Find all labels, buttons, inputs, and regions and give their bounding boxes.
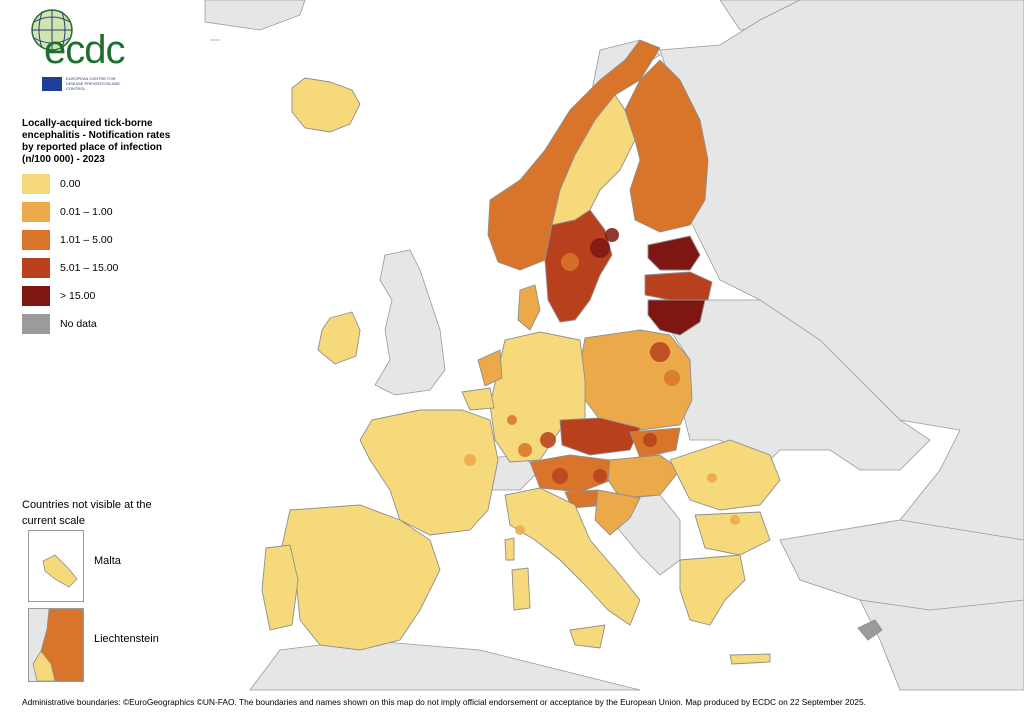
legend-label: No data <box>60 318 97 330</box>
footer-disclaimer: Administrative boundaries: ©EuroGeograph… <box>22 697 866 707</box>
greece <box>679 554 746 626</box>
legend-label: 0.00 <box>60 178 81 190</box>
legend-swatch <box>22 286 50 306</box>
romania <box>669 439 781 511</box>
malta-label: Malta <box>94 555 121 567</box>
region-patch <box>515 525 525 535</box>
russia-east <box>659 0 1024 691</box>
legend-label: > 15.00 <box>60 290 96 302</box>
logo-wordmark: ecdc <box>44 28 125 72</box>
liechtenstein-label: Liechtenstein <box>94 633 159 645</box>
legend-item: 1.01 – 5.00 <box>22 226 172 254</box>
region-patch <box>552 468 568 484</box>
legend-item: 5.01 – 15.00 <box>22 254 172 282</box>
legend-swatch <box>22 174 50 194</box>
legend-item: 0.00 <box>22 170 172 198</box>
belgium <box>461 387 495 411</box>
logo-subtitle: EUROPEAN CENTRE FOR DISEASE PREVENTION A… <box>66 76 120 91</box>
region-patch <box>464 454 476 466</box>
corsica <box>504 537 515 561</box>
region-patch <box>605 228 619 242</box>
estonia <box>647 235 701 271</box>
malta-shape <box>42 554 78 588</box>
ireland <box>317 311 361 365</box>
north-africa <box>249 639 641 691</box>
crete <box>729 653 771 665</box>
turkey <box>779 519 1024 611</box>
sicily <box>569 624 606 649</box>
denmark <box>517 284 541 331</box>
region-patch <box>707 473 717 483</box>
region-patch <box>507 415 517 425</box>
ecdc-logo <box>31 9 73 51</box>
legend-swatch <box>22 314 50 334</box>
legend-item: 0.01 – 1.00 <box>22 198 172 226</box>
legend-title: Locally-acquired tick-borne encephalitis… <box>22 118 171 165</box>
region-patch <box>664 370 680 386</box>
legend-label: 0.01 – 1.00 <box>60 206 113 218</box>
greenland-fragment <box>204 0 306 31</box>
region-patch <box>643 433 657 447</box>
croatia <box>594 489 641 536</box>
region-patch <box>561 253 579 271</box>
legend-item: > 15.00 <box>22 282 172 310</box>
malta-inset <box>28 530 84 602</box>
region-patch <box>540 432 556 448</box>
uk <box>374 249 446 396</box>
sweden-south <box>544 209 613 323</box>
not-visible-heading: Countries not visible at the current sca… <box>22 499 152 527</box>
bulgaria <box>694 511 771 556</box>
netherlands <box>477 349 503 387</box>
sardinia <box>511 567 531 611</box>
latvia <box>644 271 713 301</box>
lithuania <box>647 299 706 336</box>
region-patch <box>650 342 670 362</box>
finland <box>624 59 709 233</box>
iceland <box>291 77 361 133</box>
region-patch <box>730 515 740 525</box>
italy <box>504 487 641 626</box>
legend-swatch <box>22 202 50 222</box>
portugal <box>261 544 299 631</box>
legend: Locally-acquired tick-borne encephalitis… <box>22 118 172 338</box>
legend-label: 1.01 – 5.00 <box>60 234 113 246</box>
legend-swatch <box>22 230 50 250</box>
liechtenstein-inset <box>28 608 84 682</box>
cyprus <box>857 619 883 641</box>
legend-swatch <box>22 258 50 278</box>
france <box>359 409 499 536</box>
region-patch <box>590 238 610 258</box>
legend-label: 5.01 – 15.00 <box>60 262 119 274</box>
legend-item: No data <box>22 310 172 338</box>
region-patch <box>518 443 532 457</box>
region-patch <box>593 469 607 483</box>
czechia <box>559 417 641 456</box>
hungary <box>607 454 681 499</box>
eu-flag-icon <box>42 77 62 91</box>
